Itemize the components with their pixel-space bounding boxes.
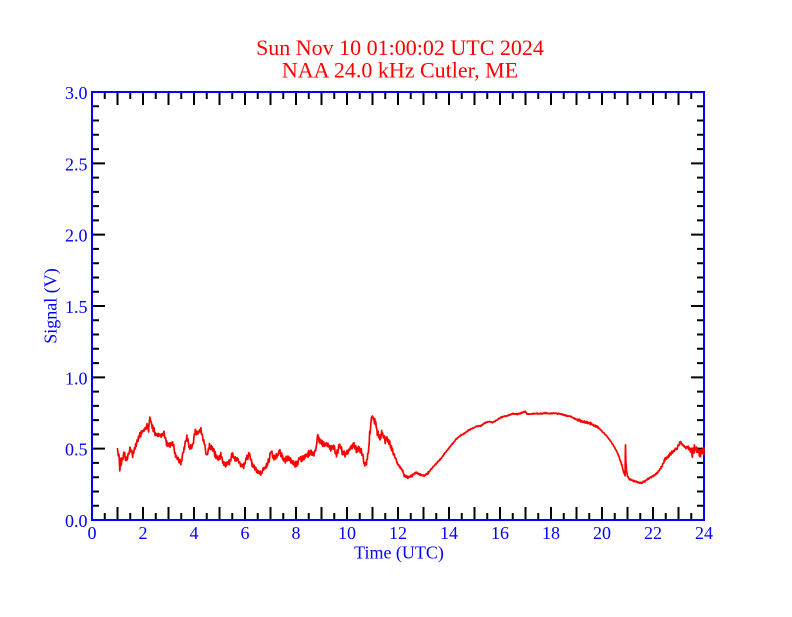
svg-text:2.0: 2.0 <box>65 226 88 246</box>
svg-text:10: 10 <box>338 523 356 543</box>
svg-text:18: 18 <box>542 523 560 543</box>
svg-text:Signal (V): Signal (V) <box>41 268 62 344</box>
svg-text:16: 16 <box>491 523 509 543</box>
svg-text:NAA 24.0 kHz Cutler, ME: NAA 24.0 kHz Cutler, ME <box>282 57 518 82</box>
svg-text:2.5: 2.5 <box>65 154 88 174</box>
svg-text:2: 2 <box>139 523 148 543</box>
svg-text:22: 22 <box>644 523 662 543</box>
svg-text:0.0: 0.0 <box>65 511 88 531</box>
svg-text:8: 8 <box>292 523 301 543</box>
svg-text:14: 14 <box>440 523 458 543</box>
svg-text:20: 20 <box>593 523 611 543</box>
svg-text:6: 6 <box>241 523 250 543</box>
svg-text:4: 4 <box>190 523 199 543</box>
svg-text:1.5: 1.5 <box>65 297 88 317</box>
svg-text:0.5: 0.5 <box>65 440 88 460</box>
svg-text:Sun Nov 10 01:00:02 UTC 2024: Sun Nov 10 01:00:02 UTC 2024 <box>256 35 544 60</box>
svg-text:Time (UTC): Time (UTC) <box>354 542 444 563</box>
svg-text:12: 12 <box>389 523 407 543</box>
svg-text:1.0: 1.0 <box>65 368 88 388</box>
svg-text:24: 24 <box>695 523 713 543</box>
svg-text:0: 0 <box>88 523 97 543</box>
svg-text:3.0: 3.0 <box>65 83 88 103</box>
